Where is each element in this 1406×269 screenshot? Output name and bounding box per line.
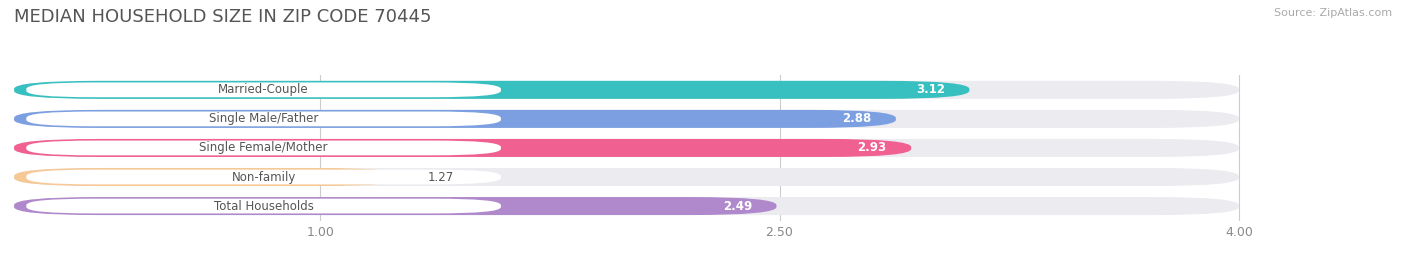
Text: 2.88: 2.88 (842, 112, 872, 125)
FancyBboxPatch shape (14, 81, 1239, 99)
Text: Single Female/Mother: Single Female/Mother (200, 141, 328, 154)
Text: Total Households: Total Households (214, 200, 314, 213)
Text: Single Male/Father: Single Male/Father (209, 112, 318, 125)
FancyBboxPatch shape (14, 139, 911, 157)
Text: 2.49: 2.49 (723, 200, 752, 213)
Text: Non-family: Non-family (232, 171, 295, 183)
Text: 3.12: 3.12 (915, 83, 945, 96)
FancyBboxPatch shape (14, 139, 1239, 157)
Text: 2.93: 2.93 (858, 141, 887, 154)
FancyBboxPatch shape (27, 112, 501, 126)
Text: MEDIAN HOUSEHOLD SIZE IN ZIP CODE 70445: MEDIAN HOUSEHOLD SIZE IN ZIP CODE 70445 (14, 8, 432, 26)
Text: 1.27: 1.27 (427, 171, 454, 183)
FancyBboxPatch shape (14, 197, 1239, 215)
Text: Source: ZipAtlas.com: Source: ZipAtlas.com (1274, 8, 1392, 18)
FancyBboxPatch shape (14, 110, 1239, 128)
FancyBboxPatch shape (27, 141, 501, 155)
FancyBboxPatch shape (14, 81, 969, 99)
FancyBboxPatch shape (27, 199, 501, 213)
Text: Married-Couple: Married-Couple (218, 83, 309, 96)
FancyBboxPatch shape (27, 83, 501, 97)
FancyBboxPatch shape (14, 197, 776, 215)
FancyBboxPatch shape (14, 168, 1239, 186)
FancyBboxPatch shape (14, 168, 404, 186)
FancyBboxPatch shape (14, 110, 896, 128)
FancyBboxPatch shape (27, 170, 501, 184)
